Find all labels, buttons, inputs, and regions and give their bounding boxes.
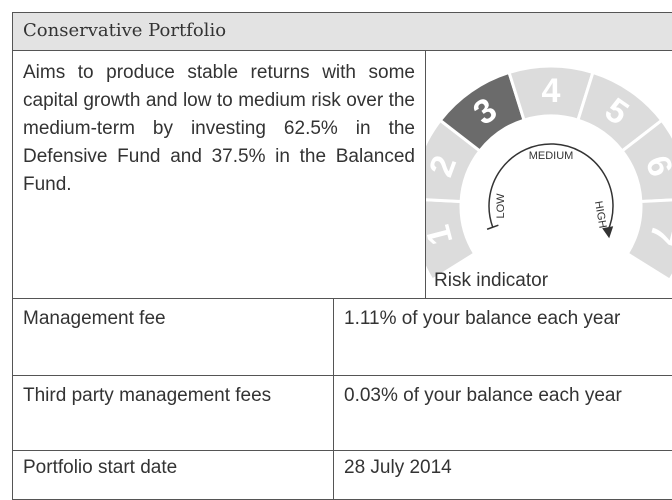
scale-tick: [486, 224, 499, 230]
row-label: Management fee: [12, 298, 334, 376]
scale-label: LOW: [495, 193, 507, 219]
risk-level: 4: [542, 72, 561, 110]
risk-label: Risk indicator: [434, 270, 549, 291]
risk-segment: [625, 198, 672, 283]
scale-arrow: [602, 226, 614, 239]
scale-label: HIGH: [592, 200, 609, 229]
scale-label: MEDIUM: [529, 150, 574, 162]
risk-segment: [426, 198, 477, 283]
risk-cell: 1 2 3 4 5 6 7 LOW MEDIUM HIGH Risk indicator: [425, 50, 672, 299]
row-value: 0.03% of your balance each year: [333, 375, 672, 451]
page: Conservative Portfolio Aims to produce s…: [12, 12, 672, 500]
portfolio-title: Conservative Portfolio: [12, 12, 672, 51]
row-label: Portfolio start date: [12, 450, 334, 500]
description: Aims to produce stable returns with some…: [12, 50, 426, 299]
row-value: 1.11% of your balance each year: [333, 298, 672, 376]
row-value: 28 July 2014: [333, 450, 672, 500]
row-label: Third party management fees: [12, 375, 334, 451]
risk-segment: [620, 118, 672, 204]
scale-arc: [488, 143, 614, 233]
